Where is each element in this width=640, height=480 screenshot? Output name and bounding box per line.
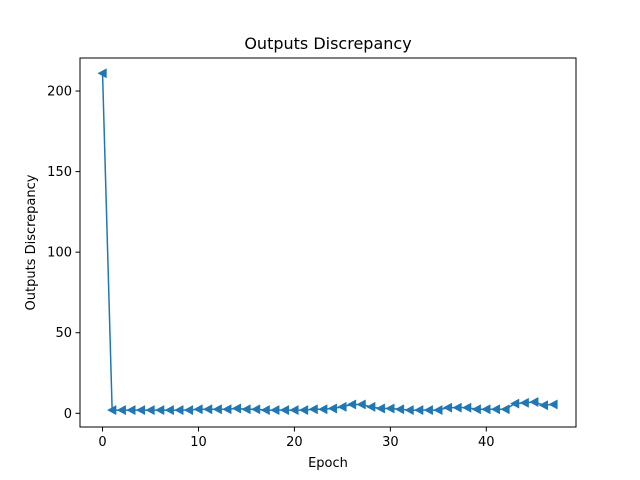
y-tick-label: 200 (47, 85, 72, 100)
y-tick-label: 0 (64, 407, 72, 422)
data-point-marker (346, 399, 357, 410)
data-point-marker (394, 404, 405, 415)
data-point-marker (260, 405, 270, 416)
data-point-marker (500, 404, 510, 415)
data-point-marker (529, 397, 539, 408)
data-point-marker (250, 404, 261, 415)
data-point-marker (308, 404, 318, 415)
data-point-marker (126, 405, 136, 416)
x-tick-label: 20 (286, 435, 303, 450)
chart-title: Outputs Discrepancy (244, 34, 411, 53)
data-point-marker (183, 405, 194, 416)
data-point-marker (327, 403, 337, 414)
x-axis: 0 10 20 30 40 (98, 427, 495, 450)
x-tick-label: 30 (382, 435, 399, 450)
y-axis-label: Outputs Discrepancy (24, 174, 39, 310)
data-point-marker (202, 404, 213, 415)
data-point-marker (404, 405, 414, 416)
data-point-marker (442, 402, 453, 413)
x-tick-label: 10 (190, 435, 207, 450)
y-tick-label: 100 (47, 246, 72, 261)
data-point-marker (279, 405, 289, 416)
data-point-marker (107, 405, 117, 416)
y-tick-label: 150 (47, 165, 72, 180)
data-point-marker (385, 403, 395, 414)
data-point-marker (145, 405, 155, 416)
data-point-marker (519, 397, 529, 408)
data-point-marker (270, 405, 280, 416)
data-point-marker (154, 405, 165, 416)
x-axis-label: Epoch (308, 456, 348, 471)
x-tick-label: 0 (98, 435, 106, 450)
data-point-marker (231, 403, 242, 414)
data-point-marker (414, 405, 424, 416)
data-point-marker (97, 68, 107, 79)
y-tick-label: 50 (55, 326, 72, 341)
x-tick-label: 40 (478, 435, 495, 450)
data-point-marker (174, 405, 184, 416)
data-point-marker (375, 403, 385, 414)
data-point-marker (490, 404, 501, 415)
data-point-marker (433, 405, 443, 416)
data-point-marker (116, 405, 126, 416)
data-point-marker (193, 404, 203, 415)
plot-area (97, 68, 558, 416)
data-point-marker (452, 402, 462, 413)
y-axis: 0 50 100 150 200 (47, 85, 80, 422)
data-point-marker (164, 405, 174, 416)
data-point-marker (548, 399, 558, 410)
data-point-marker (356, 399, 366, 410)
data-point-marker (318, 404, 328, 415)
data-point-marker (337, 401, 347, 412)
axes-frame (79, 57, 577, 428)
data-point-marker (135, 405, 146, 416)
data-point-marker (241, 404, 251, 415)
data-point-marker (481, 404, 491, 415)
data-point-marker (461, 402, 472, 413)
data-point-marker (538, 400, 549, 411)
data-point-marker (289, 405, 299, 416)
data-point-marker (366, 401, 376, 412)
data-point-marker (471, 404, 481, 415)
data-point-marker (423, 405, 433, 416)
data-point-marker (212, 404, 222, 415)
data-point-marker (298, 405, 309, 416)
data-point-marker (509, 398, 520, 409)
data-point-marker (222, 404, 232, 415)
